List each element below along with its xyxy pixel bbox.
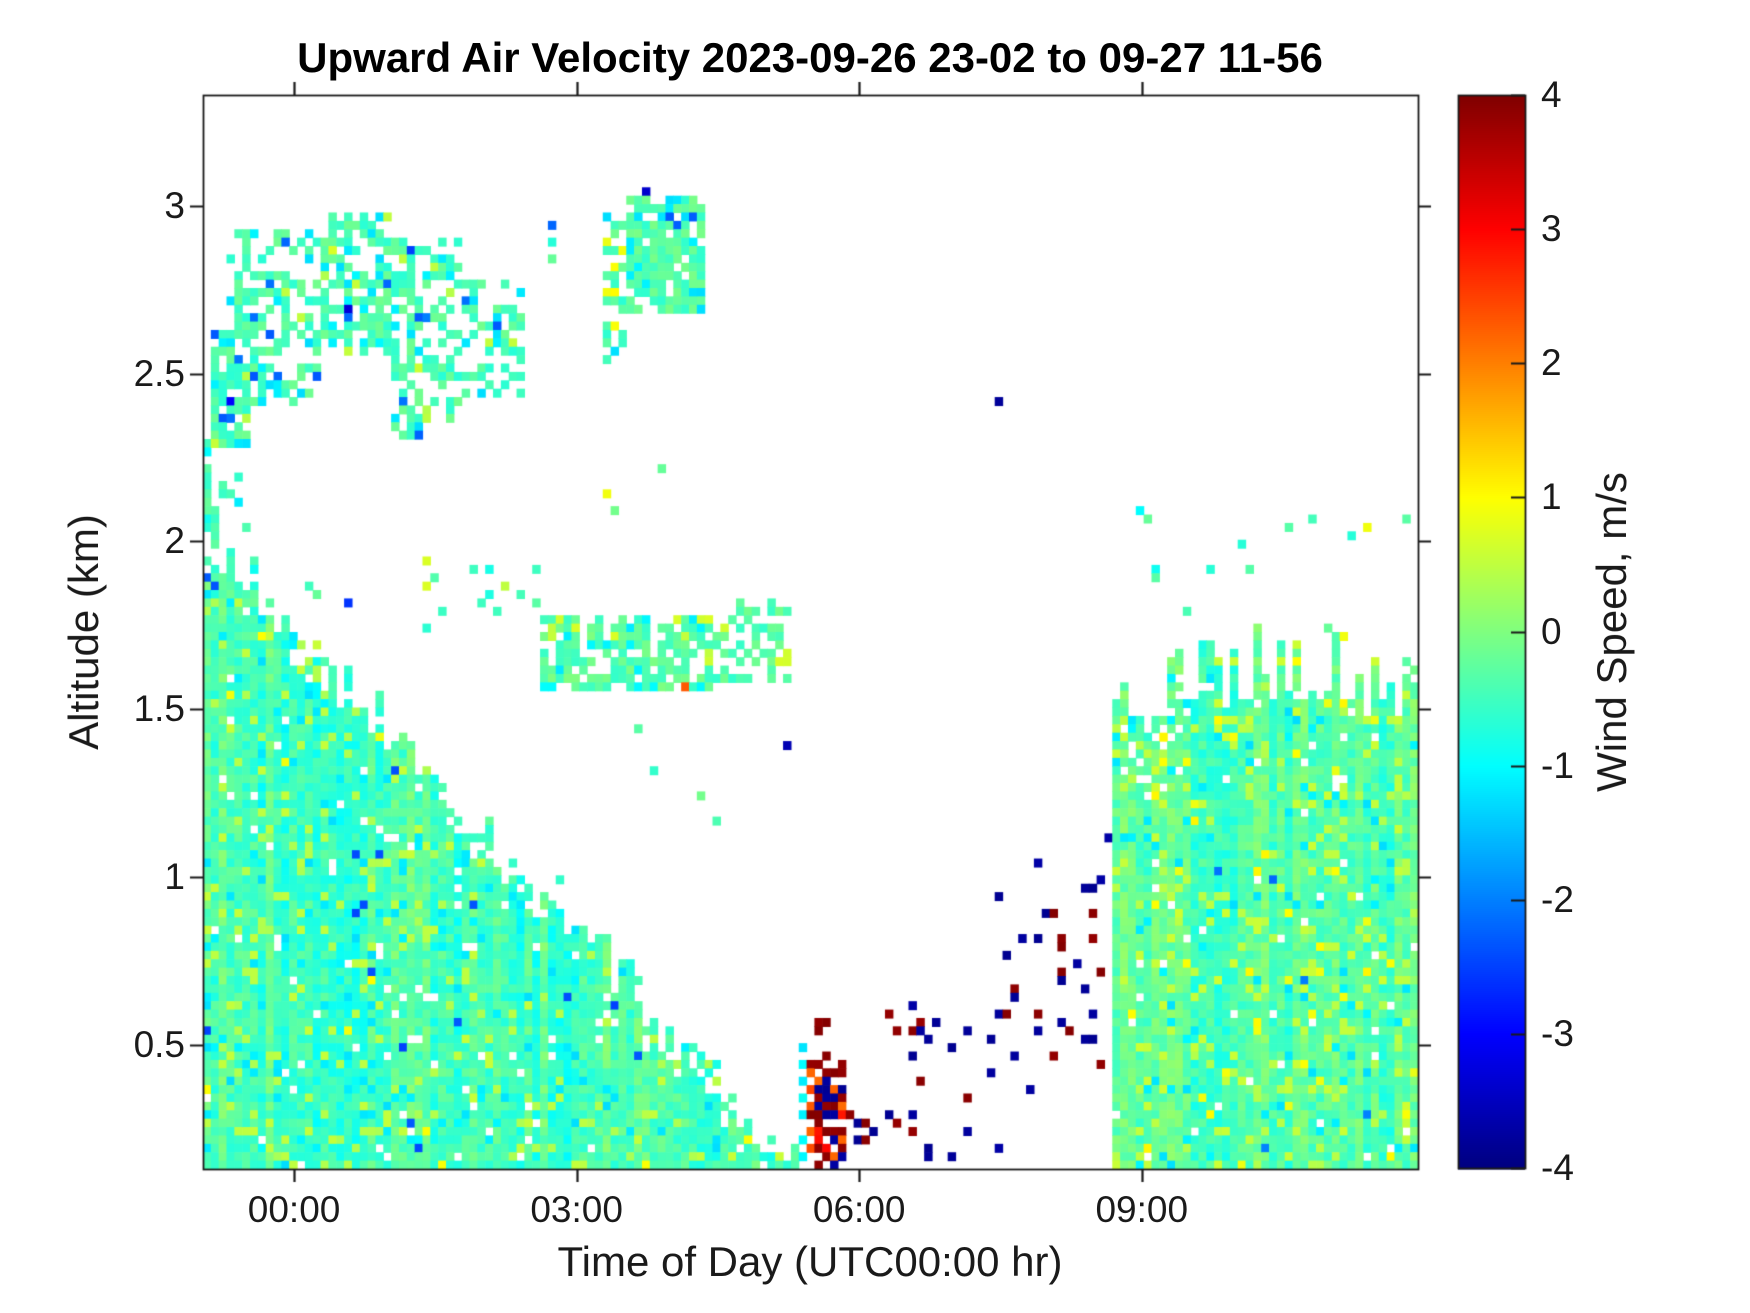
colorbar-tick-label: 0 (1541, 610, 1562, 652)
y-tick-label: 2 (164, 520, 185, 562)
y-tick-label: 0.5 (133, 1023, 185, 1065)
x-tick-label: 03:00 (530, 1189, 623, 1230)
x-tick-label: 00:00 (247, 1189, 341, 1230)
colorbar-tick-label: -2 (1541, 878, 1574, 920)
x-axis-label: Time of Day (UTC00:00 hr) (557, 1238, 1063, 1285)
chart-title: Upward Air Velocity 2023-09-26 23-02 to … (297, 34, 1323, 81)
y-tick-label: 1.5 (133, 688, 185, 730)
x-tick-label: 06:00 (812, 1189, 906, 1230)
colorbar-tick-label: 3 (1541, 208, 1562, 250)
x-tick-label: 09:00 (1095, 1189, 1189, 1230)
y-tick-label: 1 (164, 856, 185, 897)
colorbar-tick-label: 2 (1541, 342, 1562, 384)
y-tick-label: 3 (164, 184, 185, 226)
colorbar-label: Wind Speed, m/s (1588, 472, 1635, 792)
colorbar-tick-label: 1 (1541, 476, 1562, 518)
colorbar-tick-label: -3 (1541, 1012, 1574, 1054)
y-tick-label: 2.5 (133, 352, 185, 394)
colorbar-tick-label: -1 (1541, 744, 1574, 786)
colorbar-tick-label: -4 (1541, 1147, 1574, 1188)
colorbar-tick-label: 4 (1541, 74, 1562, 115)
y-axis-label: Altitude (km) (60, 514, 107, 750)
